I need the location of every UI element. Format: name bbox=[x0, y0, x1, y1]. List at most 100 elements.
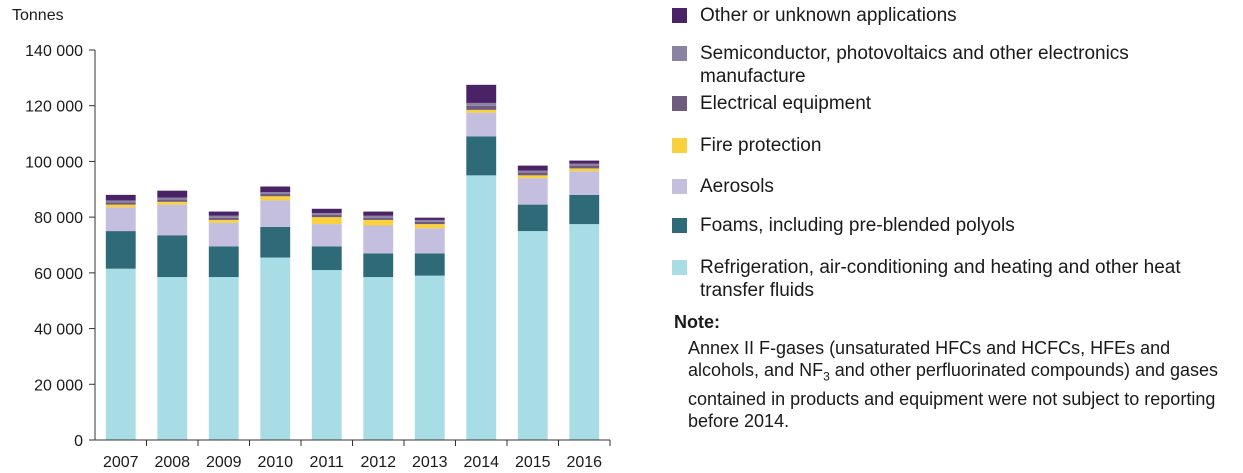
y-tick-label: 140 000 bbox=[25, 43, 83, 60]
x-tick-label-2016: 2016 bbox=[566, 454, 602, 471]
note-text-part2: and other perfluorinated compounds) and … bbox=[688, 360, 1219, 431]
bar-segment-2011-series-0 bbox=[311, 270, 342, 440]
x-tick-label-2008: 2008 bbox=[154, 454, 190, 471]
bar-segment-2012-series-6 bbox=[363, 211, 394, 216]
bar-segment-2013-series-5 bbox=[414, 219, 445, 222]
bar-segment-2010-series-4 bbox=[260, 194, 291, 197]
legend-item-foams: Foams, including pre-blended polyols bbox=[672, 214, 1200, 237]
legend-swatch-refrigeration bbox=[672, 260, 687, 275]
legend-label-aerosols: Aerosols bbox=[700, 176, 774, 197]
bar-segment-2007-series-1 bbox=[105, 231, 136, 269]
bar-segment-2016-series-4 bbox=[569, 165, 600, 169]
bar-segment-2009-series-4 bbox=[208, 217, 239, 220]
bar-segment-2015-series-6 bbox=[517, 165, 548, 171]
bar-segment-2016-series-6 bbox=[569, 160, 600, 164]
y-tick-label: 120 000 bbox=[25, 99, 83, 116]
bar-segment-2007-series-2 bbox=[105, 207, 136, 232]
bar-segment-2015-series-0 bbox=[517, 231, 548, 440]
x-tick-label-2013: 2013 bbox=[412, 454, 448, 471]
bar-segment-2013-series-0 bbox=[414, 275, 445, 440]
bar-segment-2014-series-6 bbox=[466, 84, 497, 103]
bar-segment-2007-series-5 bbox=[105, 200, 136, 203]
legend-item-refrigeration: Refrigeration, air-conditioning and heat… bbox=[672, 256, 1200, 302]
legend-label-semiconductor: Semiconductor, photovoltaics and other e… bbox=[700, 43, 1129, 87]
bar-segment-2008-series-4 bbox=[157, 199, 188, 202]
bar-segment-2012-series-2 bbox=[363, 225, 394, 254]
bar-segment-2013-series-1 bbox=[414, 253, 445, 276]
legend-swatch-semiconductor bbox=[672, 46, 687, 61]
chart: Tonnes 0 20 000 40 000 60 000 80 000 100 000 1… bbox=[12, 7, 611, 471]
x-tick-label-2015: 2015 bbox=[515, 454, 551, 471]
y-axis-label: Tonnes bbox=[12, 7, 64, 24]
bar-segment-2009-series-2 bbox=[208, 222, 239, 247]
bar-segment-2008-series-0 bbox=[157, 277, 188, 440]
bar-segment-2015-series-1 bbox=[517, 204, 548, 232]
bar-segment-2012-series-3 bbox=[363, 219, 394, 226]
legend-swatch-foams bbox=[672, 218, 687, 233]
legend-swatch-aerosols bbox=[672, 179, 687, 194]
bar-segment-2015-series-5 bbox=[517, 170, 548, 173]
legend-label-foams: Foams, including pre-blended polyols bbox=[700, 215, 1015, 236]
note: Note: Annex II F-gases (unsaturated HFCs… bbox=[674, 312, 1240, 432]
y-tick-label: 0 bbox=[74, 433, 83, 450]
bar-segment-2011-series-4 bbox=[311, 214, 342, 218]
bar-segment-2014-series-2 bbox=[466, 112, 497, 137]
bar-segment-2011-series-5 bbox=[311, 212, 342, 215]
y-tick-label: 20 000 bbox=[34, 377, 83, 394]
bar-segment-2008-series-6 bbox=[157, 190, 188, 198]
x-tick-label-2007: 2007 bbox=[103, 454, 139, 471]
bar-segment-2011-series-1 bbox=[311, 246, 342, 271]
legend-item-semiconductor: Semiconductor, photovoltaics and other e… bbox=[672, 42, 1200, 88]
bar-segment-2008-series-2 bbox=[157, 204, 188, 236]
bar-segment-2009-series-0 bbox=[208, 277, 239, 440]
legend-label-fire-protection: Fire protection bbox=[700, 135, 822, 156]
bar-segment-2013-series-2 bbox=[414, 228, 445, 254]
legend-swatch-fire-protection bbox=[672, 138, 687, 153]
bar-segment-2011-series-6 bbox=[311, 208, 342, 213]
bar-segment-2015-series-3 bbox=[517, 175, 548, 179]
legend-item-fire-protection: Fire protection bbox=[672, 134, 1200, 157]
y-tick-label: 100 000 bbox=[25, 154, 83, 171]
bar-segment-2014-series-3 bbox=[466, 109, 497, 113]
y-tick-label: 80 000 bbox=[34, 210, 83, 227]
bar-segment-2007-series-3 bbox=[105, 204, 136, 208]
note-text-part1: Annex II F-gases (unsaturated HFCs and H… bbox=[688, 338, 1171, 380]
note-title: Note: bbox=[674, 312, 720, 332]
bar-segment-2008-series-3 bbox=[157, 201, 188, 205]
bar-segment-2010-series-2 bbox=[260, 200, 291, 227]
bar-segment-2014-series-5 bbox=[466, 102, 497, 106]
x-tick-label-2014: 2014 bbox=[463, 454, 499, 471]
bar-segment-2011-series-3 bbox=[311, 217, 342, 225]
bar-segment-2016-series-2 bbox=[569, 171, 600, 195]
bar-segment-2007-series-0 bbox=[105, 268, 136, 440]
bar-segment-2016-series-5 bbox=[569, 163, 600, 166]
note-subscript: 3 bbox=[823, 369, 830, 384]
bar-segment-2010-series-3 bbox=[260, 196, 291, 201]
x-tick-label-2012: 2012 bbox=[360, 454, 396, 471]
bar-segment-2009-series-1 bbox=[208, 246, 239, 278]
legend-label-refrigeration: Refrigeration, air-conditioning and heat… bbox=[700, 257, 1181, 301]
legend-item-electrical: Electrical equipment bbox=[672, 92, 1200, 115]
bar-segment-2007-series-6 bbox=[105, 194, 136, 201]
bar-segment-2013-series-4 bbox=[414, 221, 445, 225]
bar-segment-2015-series-4 bbox=[517, 172, 548, 176]
bar-segment-2009-series-6 bbox=[208, 211, 239, 216]
bar-segment-2013-series-3 bbox=[414, 224, 445, 229]
legend-swatch-electrical bbox=[672, 96, 687, 111]
bar-segment-2015-series-2 bbox=[517, 178, 548, 205]
bar-segment-2010-series-1 bbox=[260, 226, 291, 258]
bar-segment-2010-series-6 bbox=[260, 186, 291, 193]
x-tick-label-2009: 2009 bbox=[206, 454, 242, 471]
bar-segment-2010-series-0 bbox=[260, 257, 291, 440]
bar-segment-2012-series-1 bbox=[363, 253, 394, 278]
bar-segment-2009-series-3 bbox=[208, 219, 239, 223]
y-tick-label: 40 000 bbox=[34, 322, 83, 339]
x-tick-label-2010: 2010 bbox=[257, 454, 293, 471]
bar-segment-2012-series-5 bbox=[363, 215, 394, 218]
bar-segment-2012-series-4 bbox=[363, 217, 394, 220]
bar-segment-2016-series-1 bbox=[569, 194, 600, 225]
bar-segment-2014-series-4 bbox=[466, 105, 497, 110]
bar-segment-2014-series-0 bbox=[466, 175, 497, 440]
bar-segment-2008-series-5 bbox=[157, 197, 188, 200]
bar-segment-2010-series-5 bbox=[260, 192, 291, 195]
